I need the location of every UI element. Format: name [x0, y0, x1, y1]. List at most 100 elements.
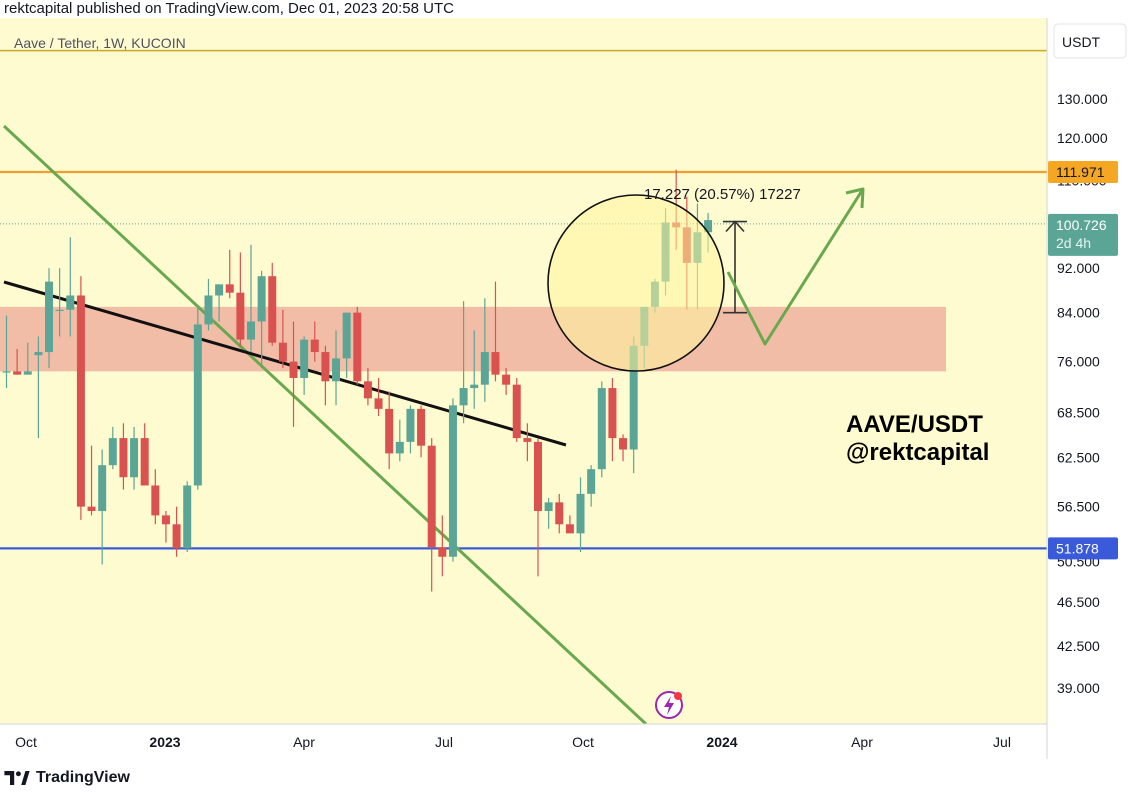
y-tick-label: 42.500	[1057, 638, 1100, 654]
candle[interactable]	[619, 434, 628, 462]
candle[interactable]	[225, 249, 234, 299]
candle[interactable]	[459, 301, 468, 424]
chart-area[interactable]: 130.000120.000110.00092.00084.00076.0006…	[0, 18, 1144, 759]
currency-button[interactable]: USDT	[1053, 23, 1127, 59]
x-tick-label: 2024	[706, 734, 737, 750]
tradingview-logo-icon[interactable]	[4, 771, 30, 785]
candle[interactable]	[119, 423, 128, 490]
candle[interactable]	[161, 511, 170, 543]
candle[interactable]	[385, 391, 394, 470]
candle[interactable]	[491, 281, 500, 382]
footer-logo-text[interactable]: TradingView	[36, 769, 130, 786]
candle[interactable]	[353, 306, 362, 385]
candle[interactable]	[502, 368, 511, 395]
candle-body	[576, 493, 585, 534]
candle[interactable]	[427, 438, 436, 592]
candle[interactable]	[183, 481, 192, 552]
candle[interactable]	[576, 477, 585, 552]
candle[interactable]	[332, 330, 341, 406]
projection-path[interactable]	[726, 188, 865, 346]
flash-alert-icon[interactable]	[655, 691, 683, 719]
candle[interactable]	[268, 262, 277, 346]
candle[interactable]	[172, 506, 181, 557]
y-tick-label: 76.000	[1057, 354, 1100, 370]
candle-body	[55, 309, 64, 311]
candle[interactable]	[534, 438, 542, 577]
candle[interactable]	[565, 515, 574, 534]
candle[interactable]	[130, 426, 139, 490]
highlight-circle[interactable]	[547, 194, 725, 372]
candle[interactable]	[151, 469, 160, 525]
candle[interactable]	[438, 515, 447, 577]
candle[interactable]	[480, 298, 489, 402]
candle[interactable]	[406, 405, 415, 454]
x-tick-label: Jul	[435, 734, 453, 750]
y-tick-label: 56.500	[1057, 499, 1100, 515]
candle[interactable]	[470, 330, 479, 409]
price-axis-background[interactable]	[1047, 18, 1144, 759]
candle[interactable]	[555, 493, 564, 534]
candle[interactable]	[246, 244, 255, 353]
candle-body	[544, 502, 553, 512]
candle[interactable]	[45, 268, 54, 369]
candle[interactable]	[13, 348, 22, 375]
candle[interactable]	[342, 312, 351, 378]
publish-header: rektcapital published on TradingView.com…	[4, 0, 454, 17]
candle[interactable]	[215, 284, 224, 322]
price-badge[interactable]: 51.878	[1048, 537, 1118, 560]
candle[interactable]	[66, 237, 75, 337]
candle[interactable]	[23, 342, 32, 375]
candle-body	[225, 284, 234, 293]
candle[interactable]	[87, 445, 96, 516]
candle-body	[353, 312, 362, 382]
candle[interactable]	[2, 315, 11, 389]
candle[interactable]	[55, 268, 64, 337]
candle[interactable]	[597, 381, 606, 478]
descending-trendline[interactable]	[2, 124, 648, 726]
candle[interactable]	[448, 398, 457, 562]
price-chart[interactable]: 130.000120.000110.00092.00084.00076.0006…	[0, 18, 1144, 759]
candle[interactable]	[395, 419, 404, 462]
candle[interactable]	[608, 377, 617, 462]
candle-body	[374, 398, 383, 409]
candle[interactable]	[193, 306, 202, 490]
candle[interactable]	[363, 368, 372, 406]
candle-body	[98, 465, 107, 512]
candle[interactable]	[140, 423, 149, 486]
candle-body	[342, 312, 351, 359]
candle[interactable]	[76, 276, 85, 520]
candle-body	[395, 441, 404, 454]
candle[interactable]	[417, 405, 426, 458]
candle[interactable]	[300, 336, 309, 395]
candle-body	[470, 384, 479, 389]
candle[interactable]	[310, 321, 319, 362]
candle[interactable]	[587, 465, 596, 507]
y-tick-label: 62.500	[1057, 449, 1100, 465]
candle[interactable]	[321, 345, 330, 406]
candle-body	[87, 506, 96, 512]
candle[interactable]	[289, 321, 298, 427]
time-axis-background[interactable]	[0, 724, 1047, 759]
candle-body	[565, 524, 574, 534]
candle-body	[438, 547, 447, 557]
candle[interactable]	[204, 278, 213, 331]
x-tick-label: Oct	[15, 734, 37, 750]
price-badge[interactable]: 111.971	[1048, 161, 1118, 184]
candle[interactable]	[257, 270, 266, 369]
candle[interactable]	[98, 449, 107, 565]
candle[interactable]	[512, 377, 521, 442]
candle[interactable]	[544, 498, 553, 529]
candle[interactable]	[278, 309, 287, 369]
candle-body	[448, 405, 457, 557]
candle[interactable]	[34, 336, 43, 439]
candle-body	[236, 292, 245, 340]
price-badge[interactable]: 100.726 2d 4h	[1048, 213, 1118, 256]
candle-body	[34, 352, 43, 356]
y-tick-label: 46.500	[1057, 594, 1100, 610]
resistance-trendline[interactable]	[3, 280, 567, 447]
candle[interactable]	[374, 377, 383, 417]
candle[interactable]	[236, 252, 245, 346]
support-zone[interactable]	[0, 306, 946, 372]
candle[interactable]	[523, 423, 532, 462]
candle[interactable]	[108, 426, 117, 470]
